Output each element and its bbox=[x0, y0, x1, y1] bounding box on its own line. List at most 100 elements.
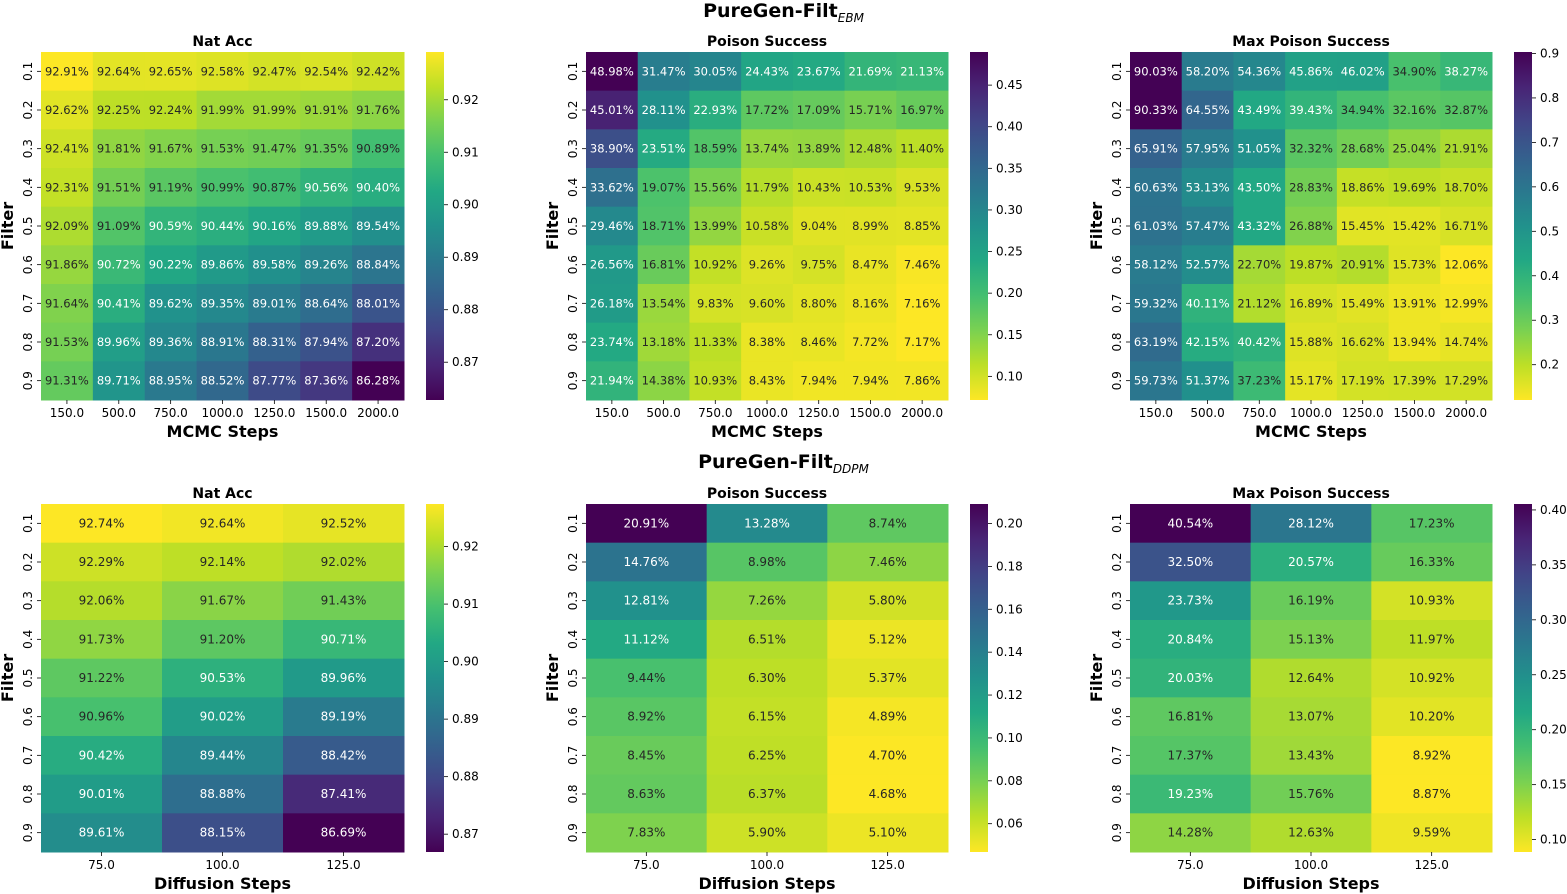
cell-label: 9.75% bbox=[800, 258, 837, 272]
cell-label: 17.19% bbox=[1341, 374, 1385, 388]
x-tick-label: 1500.0 bbox=[849, 406, 891, 420]
heatmap-cell bbox=[637, 322, 690, 362]
cell-label: 8.74% bbox=[869, 516, 907, 530]
cell-label: 92.65% bbox=[149, 64, 193, 78]
heatmap-cell bbox=[827, 620, 949, 660]
heatmap-cell bbox=[741, 322, 794, 362]
heatmap-cell bbox=[92, 361, 146, 401]
cell-label: 7.46% bbox=[869, 555, 907, 569]
cell-label: 11.79% bbox=[745, 180, 789, 194]
heatmap-cell bbox=[689, 322, 742, 362]
y-tick-label: 0.4 bbox=[21, 630, 35, 649]
cell-label: 10.53% bbox=[848, 180, 892, 194]
heatmap-cell bbox=[741, 284, 794, 324]
y-tick-label: 0.4 bbox=[566, 630, 580, 649]
y-tick-label: 0.3 bbox=[21, 139, 35, 158]
cell-label: 13.94% bbox=[1392, 335, 1436, 349]
cell-label: 63.19% bbox=[1134, 335, 1178, 349]
cell-label: 6.30% bbox=[748, 671, 786, 685]
cell-label: 90.53% bbox=[200, 671, 246, 685]
cell-label: 89.35% bbox=[201, 296, 245, 310]
cell-label: 22.93% bbox=[693, 103, 737, 117]
cell-label: 9.60% bbox=[749, 296, 786, 310]
y-tick-label: 0.6 bbox=[1110, 255, 1124, 274]
y-tick-label: 0.2 bbox=[1110, 100, 1124, 119]
cell-label: 88.95% bbox=[149, 374, 193, 388]
cell-label: 9.59% bbox=[1413, 826, 1451, 840]
cell-label: 43.50% bbox=[1237, 180, 1281, 194]
cell-label: 92.47% bbox=[252, 64, 296, 78]
cell-label: 91.81% bbox=[97, 142, 141, 156]
x-tick-label: 1250.0 bbox=[253, 406, 295, 420]
cell-label: 23.67% bbox=[797, 64, 841, 78]
cell-label: 45.86% bbox=[1289, 64, 1333, 78]
heatmap-cell bbox=[1130, 658, 1252, 698]
cell-label: 21.91% bbox=[1444, 142, 1488, 156]
colorbar-tick-label: 0.6 bbox=[1540, 180, 1559, 194]
cell-label: 17.39% bbox=[1392, 374, 1436, 388]
heatmap-cell bbox=[1130, 774, 1252, 814]
cell-label: 86.69% bbox=[321, 826, 367, 840]
cell-label: 8.45% bbox=[627, 748, 665, 762]
heatmap-cell bbox=[248, 284, 301, 324]
heatmap-cell bbox=[1130, 284, 1183, 324]
cell-label: 90.99% bbox=[201, 180, 245, 194]
heatmap-cell bbox=[92, 129, 146, 169]
y-tick-label: 0.4 bbox=[1110, 630, 1124, 649]
heatmap-cell bbox=[586, 658, 708, 698]
cell-label: 11.33% bbox=[693, 335, 737, 349]
cell-label: 9.44% bbox=[627, 671, 665, 685]
heatmap-cell bbox=[1233, 52, 1286, 92]
cell-label: 89.36% bbox=[149, 335, 193, 349]
cell-label: 6.15% bbox=[748, 710, 786, 724]
heatmap-cell bbox=[144, 206, 198, 246]
cell-label: 9.26% bbox=[749, 258, 786, 272]
cell-label: 91.43% bbox=[321, 594, 367, 608]
colorbar-tick-label: 0.4 bbox=[1540, 269, 1559, 283]
heatmap-cell bbox=[1285, 168, 1338, 208]
cell-label: 10.92% bbox=[1409, 671, 1455, 685]
heatmap-cell bbox=[300, 245, 353, 285]
cell-label: 91.47% bbox=[252, 142, 296, 156]
colorbar-tick-label: 0.06 bbox=[996, 817, 1023, 831]
x-tick-label: 750.0 bbox=[1242, 406, 1276, 420]
cell-label: 58.12% bbox=[1134, 258, 1178, 272]
x-tick-label: 750.0 bbox=[153, 406, 187, 420]
x-axis-label: MCMC Steps bbox=[711, 422, 823, 441]
cell-label: 92.91% bbox=[45, 64, 89, 78]
heatmap-cell bbox=[300, 90, 353, 130]
cell-label: 90.56% bbox=[304, 180, 348, 194]
colorbar-tick-label: 0.89 bbox=[452, 250, 479, 264]
heatmap-cell bbox=[196, 284, 249, 324]
cell-label: 26.56% bbox=[590, 258, 634, 272]
top-suptitle-main: PureGen-Filt bbox=[703, 0, 838, 22]
heatmap-cell bbox=[1285, 245, 1338, 285]
cell-label: 90.71% bbox=[321, 632, 367, 646]
cell-label: 18.86% bbox=[1341, 180, 1385, 194]
cell-label: 14.76% bbox=[623, 555, 669, 569]
heatmap-cell bbox=[706, 620, 828, 660]
heatmap-cell bbox=[41, 90, 94, 130]
heatmap-cell bbox=[196, 52, 249, 92]
colorbar-tick-label: 0.10 bbox=[1540, 833, 1567, 847]
y-tick-label: 0.3 bbox=[1110, 591, 1124, 610]
cell-label: 89.71% bbox=[97, 374, 141, 388]
cell-label: 18.71% bbox=[642, 219, 686, 233]
x-tick-label: 1000.0 bbox=[1290, 406, 1332, 420]
y-tick-label: 0.2 bbox=[566, 552, 580, 571]
y-tick-label: 0.2 bbox=[1110, 552, 1124, 571]
heatmap-cell bbox=[689, 168, 742, 208]
heatmap-cell bbox=[1388, 168, 1441, 208]
x-tick-label: 100.0 bbox=[205, 858, 239, 872]
cell-label: 90.41% bbox=[97, 296, 141, 310]
heatmap-cell bbox=[827, 504, 949, 544]
heatmap-cell bbox=[1336, 168, 1390, 208]
heatmap-cell bbox=[1250, 697, 1372, 737]
cell-label: 92.58% bbox=[201, 64, 245, 78]
cell-label: 92.64% bbox=[200, 516, 246, 530]
y-tick-label: 0.5 bbox=[1110, 668, 1124, 687]
cell-label: 88.31% bbox=[252, 335, 296, 349]
heatmap-cell bbox=[706, 581, 828, 621]
cell-label: 9.53% bbox=[904, 180, 941, 194]
